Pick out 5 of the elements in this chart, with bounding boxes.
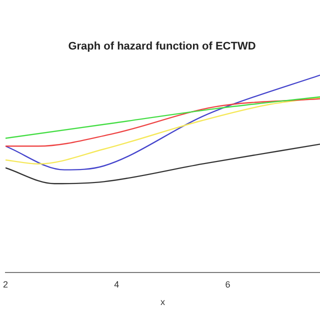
x-tick-label: 4 (114, 279, 120, 290)
x-tick-label: 6 (225, 279, 230, 290)
x-tick-label: 2 (2, 279, 8, 290)
x-axis-title: x (160, 297, 166, 308)
chart-title: Graph of hazard function of ECTWD (68, 40, 256, 53)
